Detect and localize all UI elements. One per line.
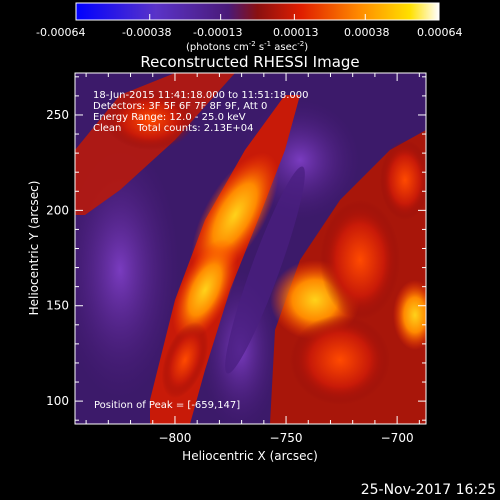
x-tick-label: −800: [158, 431, 191, 445]
emission-blob: [105, 90, 195, 150]
y-tick-label: 200: [46, 203, 69, 217]
colorbar-tick-label-5: 0.00064: [417, 26, 463, 39]
y-axis-label: Heliocentric Y (arcsec): [27, 181, 41, 316]
emission-blob: [172, 239, 238, 341]
axis-tick-labels: −800 −750 −700 100 150 200 250: [46, 108, 414, 445]
energy-range-label: Energy Range: 12.0 - 25.0 keV: [93, 112, 246, 123]
colorbar-unit-label: (photons cm-2 s-1 asec-2): [186, 40, 308, 53]
purple-channel: [225, 166, 305, 374]
footer-date: 25-Nov-2017 16:25: [361, 482, 496, 498]
y-tick-label: 150: [46, 299, 69, 313]
chart-title: Reconstructed RHESSI Image: [140, 53, 359, 71]
clean-counts-label: Clean Total counts: 2.13E+04: [93, 123, 253, 134]
colorbar: [75, 2, 440, 21]
y-tick-label: 250: [46, 108, 69, 122]
colorbar-tick-label-1: -0.00038: [122, 26, 171, 39]
colorbar-tick-label-3: 0.00013: [273, 26, 319, 39]
peak-position-label: Position of Peak = [-659,147]: [94, 400, 240, 411]
emission-blob: [290, 315, 390, 405]
time-range-label: 18-Jun-2015 11:41:18.000 to 11:51:18.000: [93, 90, 309, 101]
x-axis-label: Heliocentric X (arcsec): [182, 449, 318, 463]
y-tick-label: 100: [46, 394, 69, 408]
purple-region: [75, 140, 180, 400]
emission-blob: [393, 280, 426, 350]
emission-blob: [320, 200, 400, 320]
axis-ticks: [75, 73, 426, 424]
colorbar-tick-label-0: -0.00064: [36, 26, 85, 39]
colorbar-tick-label-4: 0.00038: [344, 26, 390, 39]
emission-blob: [161, 321, 209, 399]
detectors-label: Detectors: 3F 5F 6F 7F 8F 9F, Att 0: [93, 101, 267, 112]
x-tick-label: −700: [381, 431, 414, 445]
emission-blob: [380, 140, 426, 220]
colorbar-tick-label-2: -0.00013: [193, 26, 242, 39]
image-area: [75, 73, 426, 424]
colorbar-ticks: [75, 14, 440, 20]
x-tick-label: −750: [270, 431, 303, 445]
